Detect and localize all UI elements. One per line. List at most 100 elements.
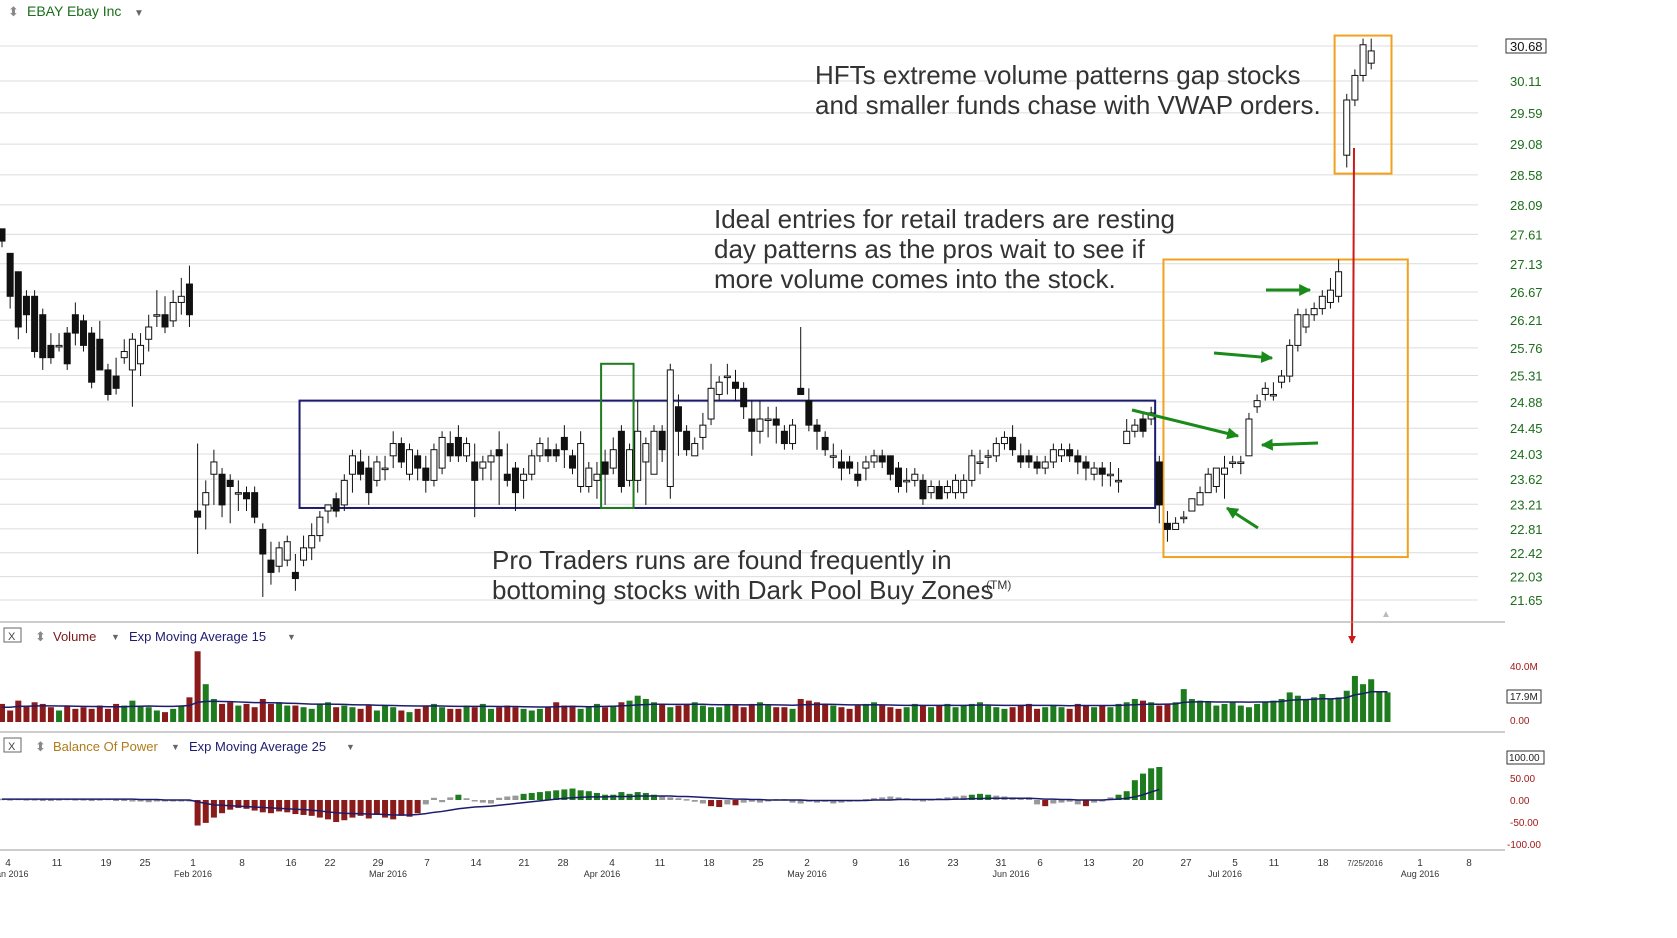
candle-body bbox=[1155, 461, 1163, 506]
candle-body bbox=[210, 461, 218, 475]
bop-bar bbox=[1017, 798, 1024, 800]
green-arrow-2 bbox=[1131, 408, 1240, 440]
volume-bar bbox=[23, 705, 30, 722]
candle-body bbox=[422, 467, 430, 481]
scroll-up-icon[interactable]: ▲ bbox=[1381, 609, 1391, 620]
bop-bar bbox=[683, 799, 690, 801]
candle-body bbox=[161, 314, 169, 328]
candle-body bbox=[1302, 314, 1310, 328]
candle-body bbox=[1049, 449, 1057, 463]
symbol-label[interactable]: EBAY Ebay Inc bbox=[27, 3, 121, 19]
volume-bar bbox=[528, 710, 535, 722]
volume-bar bbox=[341, 705, 348, 722]
volume-bar bbox=[210, 698, 217, 722]
volume-bar bbox=[357, 708, 364, 722]
volume-study-label[interactable]: Volume bbox=[53, 629, 96, 644]
volume-ma-chevron-icon[interactable]: ▼ bbox=[287, 632, 296, 642]
volume-bar bbox=[1148, 702, 1155, 722]
price-axis-label: 26.21 bbox=[1510, 313, 1543, 328]
candle-body bbox=[919, 479, 927, 500]
candle-body bbox=[177, 295, 185, 303]
candle-body bbox=[878, 455, 886, 463]
candle-body bbox=[153, 314, 161, 317]
bop-bar bbox=[88, 799, 95, 802]
green-arrow-1 bbox=[1225, 506, 1259, 530]
candle-body bbox=[357, 461, 365, 475]
candle-body bbox=[764, 418, 772, 422]
candle-body bbox=[31, 295, 39, 353]
bop-close-button[interactable] bbox=[3, 737, 22, 753]
price-axis: 30.68 30.11 29.59 29.08 28.58 28.09 27.61 27.13… bbox=[1505, 38, 1547, 608]
bop-study-label[interactable]: Balance Of Power bbox=[53, 739, 158, 754]
consolidation-box bbox=[298, 399, 1157, 509]
bop-bar bbox=[455, 794, 462, 800]
date-tick-label: 4 bbox=[5, 858, 11, 869]
date-tick-label: 31 bbox=[995, 858, 1007, 869]
candle-body bbox=[772, 418, 780, 426]
date-tick-label: 6 bbox=[1037, 858, 1043, 869]
volume-bar bbox=[773, 707, 780, 722]
volume-bar bbox=[104, 708, 111, 722]
bop-bar bbox=[748, 800, 755, 802]
annotation-hft-line1: HFTs extreme volume patterns gap stocks bbox=[815, 60, 1301, 90]
bop-bar bbox=[1123, 791, 1130, 800]
candle-body bbox=[854, 473, 862, 481]
candle-body bbox=[479, 461, 487, 469]
bop-bar bbox=[1050, 800, 1057, 804]
candle-body bbox=[251, 492, 259, 518]
volume-bar bbox=[365, 705, 372, 722]
date-tick-label: 20 bbox=[1132, 858, 1144, 869]
price-axis-label: 23.62 bbox=[1510, 472, 1543, 487]
candle-body bbox=[569, 455, 576, 469]
candle-body bbox=[1286, 344, 1294, 377]
date-tick-label: 19 bbox=[100, 858, 112, 869]
month-label: Jul 2016 bbox=[1208, 869, 1242, 879]
bop-study-chevron-icon[interactable]: ▼ bbox=[171, 742, 180, 752]
bop-axis-label: -50.00 bbox=[1510, 818, 1539, 829]
volume-reorder-icon[interactable]: ⬍ bbox=[35, 629, 46, 644]
volume-bar bbox=[520, 708, 527, 722]
volume-bar bbox=[1058, 707, 1065, 722]
candle-body bbox=[324, 504, 332, 512]
price-axis-label: 25.76 bbox=[1510, 341, 1543, 356]
bop-bar bbox=[153, 800, 160, 802]
candle-body bbox=[71, 314, 79, 334]
volume-bar bbox=[1335, 697, 1342, 722]
bop-bar bbox=[300, 800, 307, 815]
candle-body bbox=[585, 467, 593, 488]
reorder-icon[interactable]: ⬍ bbox=[8, 4, 19, 19]
date-tick-label: 5 bbox=[1232, 858, 1238, 869]
candle-body bbox=[283, 541, 291, 561]
volume-study-chevron-icon[interactable]: ▼ bbox=[111, 632, 120, 642]
candle-body bbox=[683, 430, 691, 451]
candle-body bbox=[1318, 295, 1326, 310]
volume-bar bbox=[1082, 705, 1089, 722]
candle-body bbox=[1229, 461, 1237, 464]
volume-bar bbox=[145, 707, 152, 722]
bop-bar bbox=[259, 800, 266, 813]
chevron-down-icon[interactable]: ▼ bbox=[134, 8, 144, 19]
volume-series bbox=[0, 651, 1391, 722]
volume-bar bbox=[1294, 695, 1301, 722]
bop-bar bbox=[227, 800, 234, 810]
volume-bar bbox=[1140, 700, 1146, 722]
bop-bar bbox=[1091, 800, 1098, 803]
candle-body bbox=[234, 492, 242, 495]
date-tick-label: 2 bbox=[804, 858, 810, 869]
volume-ema-line bbox=[2, 690, 1388, 708]
volume-panel-header: X ⬍ Volume ▼ Exp Moving Average 15 ▼ bbox=[3, 627, 296, 644]
date-tick-label: 4 bbox=[609, 858, 615, 869]
bop-ma-chevron-icon[interactable]: ▼ bbox=[346, 742, 355, 752]
bop-bar bbox=[47, 799, 54, 802]
volume-bar bbox=[1107, 707, 1114, 722]
bop-bar bbox=[871, 798, 878, 800]
volume-bar bbox=[1376, 692, 1383, 722]
bop-ma-label[interactable]: Exp Moving Average 25 bbox=[189, 739, 326, 754]
volume-close-button[interactable] bbox=[3, 627, 22, 643]
volume-bar bbox=[1229, 702, 1236, 722]
date-tick-label: 7 bbox=[424, 858, 430, 869]
volume-ma-label[interactable]: Exp Moving Average 15 bbox=[129, 629, 266, 644]
volume-bar bbox=[716, 707, 723, 722]
bop-reorder-icon[interactable]: ⬍ bbox=[35, 739, 46, 754]
volume-bar bbox=[781, 707, 788, 722]
